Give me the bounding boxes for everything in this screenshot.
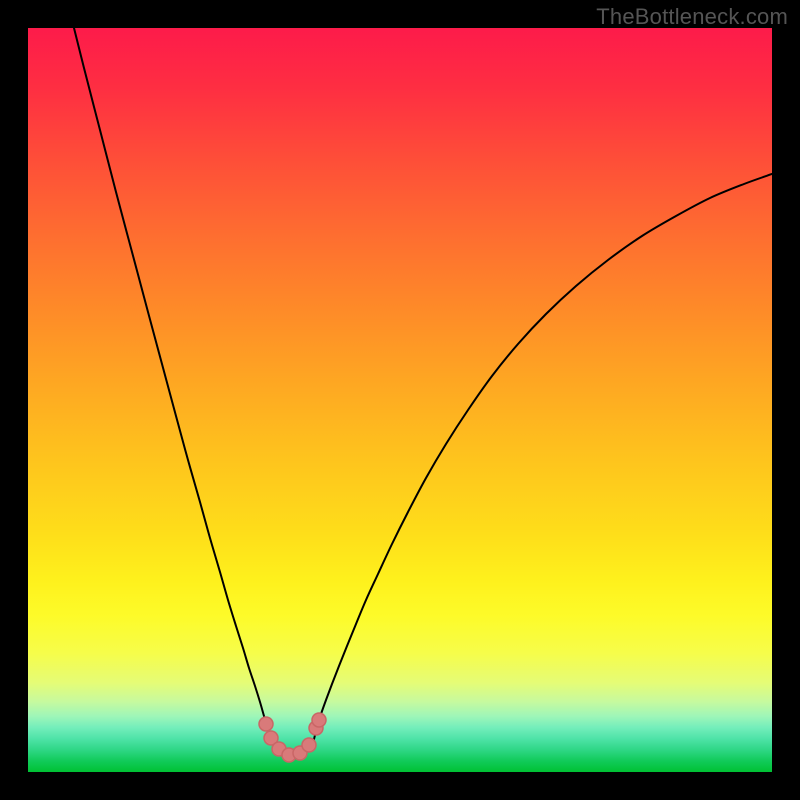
chart-background: [28, 28, 772, 772]
chart-svg: [28, 28, 772, 772]
marker-point: [302, 738, 316, 752]
watermark-text: TheBottleneck.com: [596, 4, 788, 30]
marker-point: [312, 713, 326, 727]
marker-point: [259, 717, 273, 731]
chart-plot-area: [28, 28, 772, 772]
